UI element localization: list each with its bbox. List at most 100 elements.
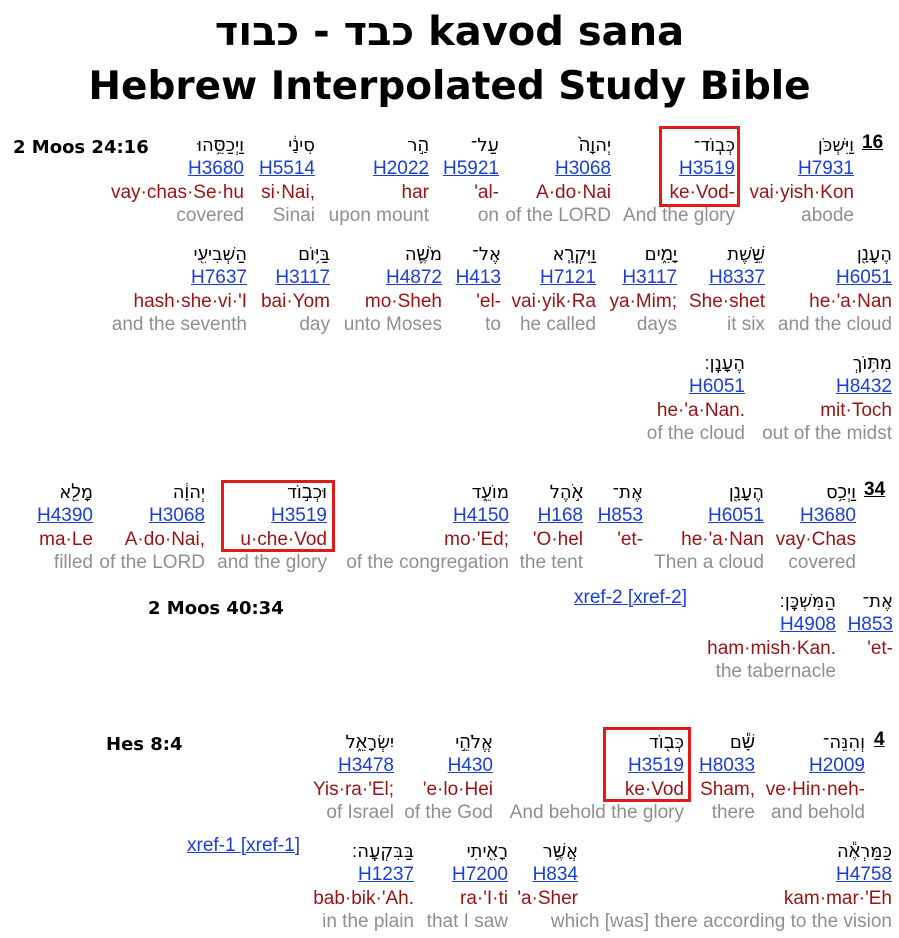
- strongs-link[interactable]: H4908: [780, 614, 836, 636]
- strongs-link[interactable]: H3117: [622, 267, 677, 289]
- strongs-link[interactable]: H6051: [836, 267, 892, 289]
- transliteration: kam·mar·'Eh: [783, 887, 892, 909]
- gloss: filled: [53, 552, 93, 574]
- transliteration: vay·Chas: [775, 528, 856, 550]
- verse-number[interactable]: 4: [874, 729, 885, 750]
- word-entry: בַּבִּקְעָֽה׃ H1237 bab·bik·'Ah. in the …: [313, 840, 414, 934]
- page-title: Hebrew Interpolated Study Bible: [88, 64, 811, 109]
- hebrew-word: מִתּ֥וֹךְ: [852, 353, 892, 374]
- gloss: and behold: [770, 802, 865, 824]
- strongs-link[interactable]: H3068: [555, 158, 611, 180]
- strongs-link[interactable]: H2022: [373, 158, 429, 180]
- xref-link[interactable]: xref-1 [xref-1]: [187, 835, 300, 856]
- transliteration: vai·yik·Ra: [511, 290, 596, 312]
- word-entry: יְהוָ֔ה H3068 A·do·Nai, of the LORD: [99, 481, 205, 575]
- word-entry: וַיְכַ֥ס H3680 vay·Chas covered: [776, 481, 856, 575]
- strongs-link[interactable]: H2009: [809, 755, 865, 777]
- word-entry: כְּב֖וֹד H3519 ke·Vod And behold the glo…: [510, 731, 684, 825]
- strongs-link[interactable]: H7121: [540, 267, 596, 289]
- transliteration: mo·Sheh: [364, 290, 442, 312]
- hebrew-word: מוֹעֵ֑ד: [471, 482, 509, 503]
- hebrew-word: וַיְכַסֵּ֥הוּ: [197, 135, 244, 156]
- gloss: out of the midst: [762, 423, 892, 445]
- page-title-hebrew: כבד - כבוד kavod sana: [214, 9, 685, 55]
- word-entry: עַל־ H5921 'al- on: [443, 134, 499, 228]
- gloss: of the God: [404, 802, 493, 824]
- strongs-link[interactable]: H7637: [191, 267, 247, 289]
- strongs-link[interactable]: H8337: [709, 267, 765, 289]
- hebrew-word: הַ֣ר: [407, 135, 429, 156]
- hebrew-word: מָלֵ֖א: [59, 482, 93, 503]
- verse-number[interactable]: 16: [862, 132, 884, 153]
- strongs-link[interactable]: H168: [537, 505, 583, 527]
- strongs-link[interactable]: H3068: [149, 505, 205, 527]
- strongs-link[interactable]: H430: [447, 755, 493, 777]
- strongs-link[interactable]: H1237: [358, 864, 414, 886]
- strongs-link[interactable]: H834: [532, 864, 578, 886]
- transliteration: 'a·Sher: [517, 887, 578, 909]
- strongs-link[interactable]: H7931: [798, 158, 854, 180]
- strongs-link[interactable]: H4150: [453, 505, 509, 527]
- hebrew-word: מֹשֶׁ֛ה: [404, 244, 442, 265]
- strongs-link[interactable]: H3478: [338, 755, 394, 777]
- strongs-link[interactable]: H3680: [800, 505, 856, 527]
- strongs-link[interactable]: H6051: [708, 505, 764, 527]
- transliteration: ve·Hin·neh-: [765, 778, 865, 800]
- word-entry: וַיְכַסֵּ֥הוּ H3680 vay·chas·Se·hu cover…: [111, 134, 244, 228]
- transliteration: he·'a·Nan.: [656, 399, 745, 421]
- transliteration: A·do·Nai,: [124, 528, 205, 550]
- strongs-link[interactable]: H3519: [679, 158, 735, 180]
- hebrew-word: וַיִּקְרָ֧א: [552, 244, 596, 265]
- strongs-link[interactable]: H4758: [836, 864, 892, 886]
- word-entry: שָׁ֕ם H8033 Sham, there: [699, 731, 755, 825]
- gloss: [598, 551, 643, 574]
- strongs-link[interactable]: H3519: [628, 755, 684, 777]
- verse-number[interactable]: 34: [864, 479, 886, 500]
- word-entry: מֹשֶׁ֛ה H4872 mo·Sheh unto Moses: [344, 243, 442, 337]
- gloss: the tent: [519, 552, 583, 574]
- word-entry: כַּמַּרְאֶ֕ה H4758 kam·mar·'Eh which [wa…: [551, 840, 892, 934]
- strongs-link[interactable]: H853: [597, 505, 643, 527]
- strongs-link[interactable]: H4390: [37, 505, 93, 527]
- word-entry: כְּבֽוֹד־ H3519 ke·Vod- And the glory: [623, 134, 735, 228]
- transliteration: 'e·lo·Hei: [422, 778, 493, 800]
- hebrew-word: יְהוָ֔ה: [172, 482, 205, 503]
- strongs-link[interactable]: H853: [847, 614, 893, 636]
- gloss: which [was] there according to the visio…: [550, 911, 892, 933]
- strongs-link[interactable]: H6051: [689, 376, 745, 398]
- transliteration: Yis·ra·'El;: [312, 778, 394, 800]
- word-entry: הַשְּׁבִיעִ֖י H7637 hash·she·vi·'I and t…: [112, 243, 247, 337]
- hebrew-word: יְהוָה֙: [578, 135, 611, 156]
- transliteration: bai·Yom: [260, 290, 330, 312]
- word-entry: הֶעָנָ֖ן H6051 he·'a·Nan and the cloud: [778, 243, 892, 337]
- strongs-link[interactable]: H4872: [386, 267, 442, 289]
- strongs-link[interactable]: H5514: [259, 158, 315, 180]
- strongs-link[interactable]: H413: [455, 267, 501, 289]
- transliteration: mo·'Ed;: [444, 528, 509, 550]
- word-entry: הֶעָנָ֖ן H6051 he·'a·Nan Then a cloud: [654, 481, 764, 575]
- hebrew-word: כַּמַּרְאֶ֕ה: [837, 841, 892, 862]
- strongs-link[interactable]: H7200: [452, 864, 508, 886]
- strongs-link[interactable]: H3680: [188, 158, 244, 180]
- hebrew-word: בַּיּ֥וֹם: [298, 244, 330, 265]
- strongs-link[interactable]: H8432: [836, 376, 892, 398]
- strongs-link[interactable]: H8033: [699, 755, 755, 777]
- gloss: And behold the glory: [509, 802, 684, 824]
- hebrew-word: עַל־: [470, 135, 499, 156]
- transliteration: 'el-: [476, 290, 501, 312]
- hebrew-word: בַּבִּקְעָֽה׃: [351, 841, 414, 862]
- hebrew-word: אֶת־: [862, 591, 893, 612]
- gloss: and the cloud: [777, 314, 892, 336]
- hebrew-word: כְּב֖וֹד: [648, 732, 684, 753]
- strongs-link[interactable]: H5921: [443, 158, 499, 180]
- strongs-link[interactable]: H3117: [275, 267, 330, 289]
- gloss: there: [711, 802, 755, 824]
- xref-link[interactable]: xref-2 [xref-2]: [574, 587, 687, 608]
- transliteration: She·shet: [688, 290, 765, 312]
- word-entry: הַ֣ר H2022 har upon mount: [329, 134, 429, 228]
- word-entry: וּכְב֣וֹד H3519 u·che·Vod and the glory: [217, 481, 327, 575]
- transliteration: ham·mish·Kan.: [707, 637, 836, 659]
- word-entry: הֶעָנָֽן׃ H6051 he·'a·Nan. of the cloud: [647, 352, 745, 446]
- strongs-link[interactable]: H3519: [271, 505, 327, 527]
- gloss: Sinai: [272, 205, 315, 227]
